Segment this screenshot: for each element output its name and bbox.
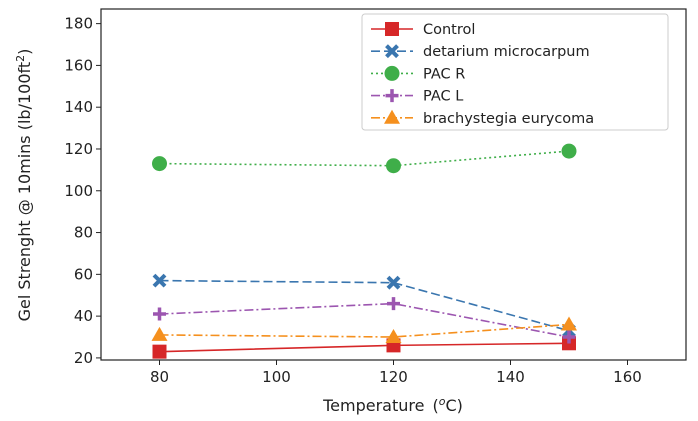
data-point <box>152 344 167 359</box>
data-point <box>562 330 576 344</box>
y-tick-label: 100 <box>64 182 93 200</box>
series-2 <box>152 143 577 174</box>
y-tick-label: 180 <box>64 15 93 33</box>
series-4 <box>151 316 577 344</box>
legend-label: PAC R <box>423 66 465 82</box>
legend-marker <box>384 65 400 81</box>
x-tick-label: 140 <box>496 368 525 386</box>
series-line <box>159 150 570 167</box>
legend-marker <box>385 89 399 103</box>
data-point <box>385 329 402 344</box>
legend-label: brachystegia eurycoma <box>423 111 594 127</box>
legend-marker <box>384 109 400 124</box>
legend: Control detarium microcarpum PAC R PAC L bra… <box>361 13 669 131</box>
series-3 <box>153 297 576 344</box>
data-point <box>387 297 400 311</box>
data-point <box>561 143 577 159</box>
y-tick-label: 20 <box>74 349 93 367</box>
legend-item: brachystegia eurycoma <box>371 109 594 127</box>
x-tick-label: 120 <box>379 368 408 386</box>
legend-label: PAC L <box>423 89 463 105</box>
legend-item: Control <box>371 22 475 38</box>
x-tick-label: 80 <box>150 368 169 386</box>
x-tick-label: 160 <box>613 368 642 386</box>
legend-label: detarium microcarpum <box>423 44 590 60</box>
y-tick-label: 120 <box>64 140 93 158</box>
legend-item: PAC R <box>371 65 465 82</box>
data-point <box>561 316 577 331</box>
data-point <box>152 156 167 172</box>
data-point <box>151 326 168 341</box>
series-line <box>159 342 570 353</box>
legend-marker <box>385 22 399 36</box>
y-tick-label: 40 <box>74 307 93 325</box>
y-tick-label: 140 <box>64 98 93 116</box>
series-line <box>159 302 570 338</box>
legend-item: PAC L <box>371 89 463 105</box>
y-tick-label: 160 <box>64 56 93 74</box>
series-0 <box>152 336 576 359</box>
data-point <box>153 307 166 321</box>
legend-item: detarium microcarpum <box>371 44 590 60</box>
x-axis-label: Temperature (oC) <box>322 395 463 415</box>
legend-label: Control <box>423 22 475 38</box>
y-tick-label: 60 <box>74 265 93 283</box>
y-tick-label: 80 <box>74 224 93 242</box>
legend-box <box>361 13 669 131</box>
data-point <box>386 158 401 174</box>
data-point <box>152 273 167 288</box>
ticks-layer: 80 100 120 140 160 20 40 60 80 100 120 140 160 180 <box>64 15 641 386</box>
series-line <box>159 323 570 338</box>
y-axis-label: Gel Strenght @ 10mins (lb/100ft2) <box>14 49 34 322</box>
series-layer <box>151 143 577 359</box>
legend-marker <box>385 44 399 59</box>
data-point <box>386 275 401 290</box>
x-tick-label: 100 <box>262 368 291 386</box>
legend-items: Control detarium microcarpum PAC R PAC L bra… <box>371 22 594 127</box>
